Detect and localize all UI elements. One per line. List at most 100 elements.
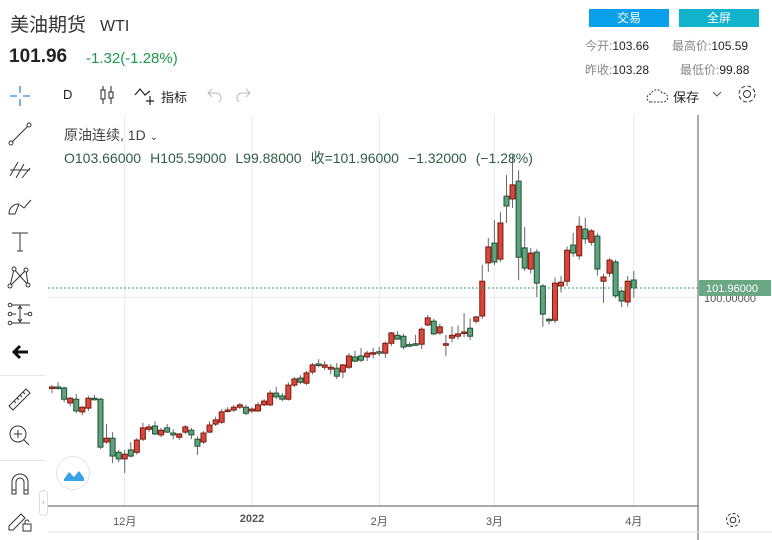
candle-up xyxy=(200,432,207,443)
save-button[interactable]: 保存 xyxy=(673,90,700,105)
chevron-down-icon[interactable]: ⌄ xyxy=(149,132,158,143)
candle-down xyxy=(618,290,625,302)
candle-up xyxy=(382,342,389,354)
pattern-icon[interactable] xyxy=(6,264,34,292)
candle-up xyxy=(321,364,328,368)
legend-change-pct: (−1.28%) xyxy=(475,150,533,166)
candle-up xyxy=(236,404,243,408)
candle-down xyxy=(297,377,304,383)
candle-up xyxy=(309,364,316,373)
candle-down xyxy=(152,425,159,435)
candle-up xyxy=(527,252,534,270)
brush-icon[interactable] xyxy=(6,192,34,220)
chevron-down-icon[interactable] xyxy=(712,90,722,98)
candle-down xyxy=(467,327,474,337)
candle-down xyxy=(242,406,249,414)
candle-up xyxy=(85,397,92,409)
candle-up xyxy=(497,222,504,260)
interval-button[interactable]: D xyxy=(63,87,73,102)
candle-up xyxy=(455,333,462,337)
magnet-icon[interactable] xyxy=(6,470,34,498)
candle-down xyxy=(491,242,498,263)
indicators-button[interactable]: 指标 xyxy=(161,90,188,105)
candle-up xyxy=(624,280,631,303)
candle-down xyxy=(412,343,419,346)
candle-up xyxy=(206,424,213,433)
candle-down xyxy=(582,228,589,240)
settings-gear-icon[interactable] xyxy=(736,83,758,105)
legend-open: O103.66000 xyxy=(64,150,142,166)
ruler-icon[interactable] xyxy=(6,386,34,414)
legend-low: L99.88000 xyxy=(235,150,302,166)
time-axis-label: 12月 xyxy=(113,516,137,528)
chart-legend-title[interactable]: 原油连续, 1D ⌄ xyxy=(64,127,158,143)
candle-up xyxy=(339,364,346,373)
redo-icon[interactable] xyxy=(234,86,252,102)
candle-down xyxy=(406,344,413,347)
candle-up xyxy=(509,184,516,200)
stat-high: 最高价:105.59 xyxy=(672,39,749,53)
instrument-name: 美油期货 xyxy=(10,15,87,36)
candle-up xyxy=(600,276,607,282)
candle-up xyxy=(212,419,219,425)
candle-up xyxy=(576,225,583,257)
candle-up xyxy=(67,397,74,404)
candle-down xyxy=(594,235,601,270)
candle-type-icon[interactable] xyxy=(98,84,116,106)
trend-line-icon[interactable] xyxy=(6,120,34,148)
stat-low: 最低价:99.88 xyxy=(680,63,750,77)
legend-close: 收=101.96000 xyxy=(310,150,399,166)
candle-up xyxy=(606,259,613,274)
candle-down xyxy=(358,355,365,361)
candle-up xyxy=(145,426,152,430)
candle-up xyxy=(121,453,128,460)
arrow-left-icon[interactable] xyxy=(6,338,34,366)
candle-up xyxy=(49,386,55,389)
crosshair-icon[interactable] xyxy=(8,84,32,108)
instrument-title: 美油期货 WTI xyxy=(10,10,129,37)
candle-down xyxy=(279,395,286,400)
candle-up xyxy=(485,246,492,264)
cloud-save-icon[interactable] xyxy=(645,86,671,104)
stat-prev-close: 昨收:103.28 xyxy=(585,63,650,77)
candle-up xyxy=(224,409,231,413)
candle-down xyxy=(515,180,522,258)
candle-down xyxy=(61,387,68,400)
candle-down xyxy=(115,451,122,460)
indicators-icon[interactable] xyxy=(133,84,157,106)
candle-down xyxy=(545,318,552,322)
lock-drawings-icon[interactable] xyxy=(6,506,34,534)
ohlc-legend: O103.66000 H105.59000 L99.88000 收=101.96000… xyxy=(64,148,542,168)
candle-down xyxy=(612,261,619,297)
candle-down xyxy=(394,334,401,340)
candle-down xyxy=(570,244,577,254)
collapse-toolbar-button[interactable]: ‹ xyxy=(39,490,48,516)
candle-down xyxy=(91,397,98,401)
undo-icon[interactable] xyxy=(206,86,224,102)
candle-down xyxy=(533,251,540,284)
instrument-symbol: WTI xyxy=(100,18,130,35)
candle-down xyxy=(127,449,134,457)
candle-up xyxy=(588,230,595,243)
candle-up xyxy=(558,281,565,287)
time-axis-label: 2022 xyxy=(239,513,265,525)
candle-up xyxy=(479,280,486,317)
fullscreen-button[interactable]: 全屏 xyxy=(679,9,759,27)
pitchfork-icon[interactable] xyxy=(6,156,34,184)
zoom-in-icon[interactable] xyxy=(6,422,34,450)
candle-up xyxy=(370,352,377,355)
candle-down xyxy=(503,195,510,207)
time-axis-label: 4月 xyxy=(625,516,643,528)
text-tool-icon[interactable] xyxy=(6,228,34,256)
candle-up xyxy=(79,406,86,413)
candle-down xyxy=(97,398,104,448)
candle-down xyxy=(315,363,322,366)
measure-range-icon[interactable] xyxy=(6,300,34,328)
candle-up xyxy=(424,317,431,326)
trade-button[interactable]: 交易 xyxy=(589,9,669,27)
time-axis-label: 2月 xyxy=(370,516,388,528)
stat-open: 今开:103.66 xyxy=(585,39,650,53)
candle-down xyxy=(164,427,171,433)
axis-settings-gear-icon[interactable] xyxy=(724,511,742,529)
